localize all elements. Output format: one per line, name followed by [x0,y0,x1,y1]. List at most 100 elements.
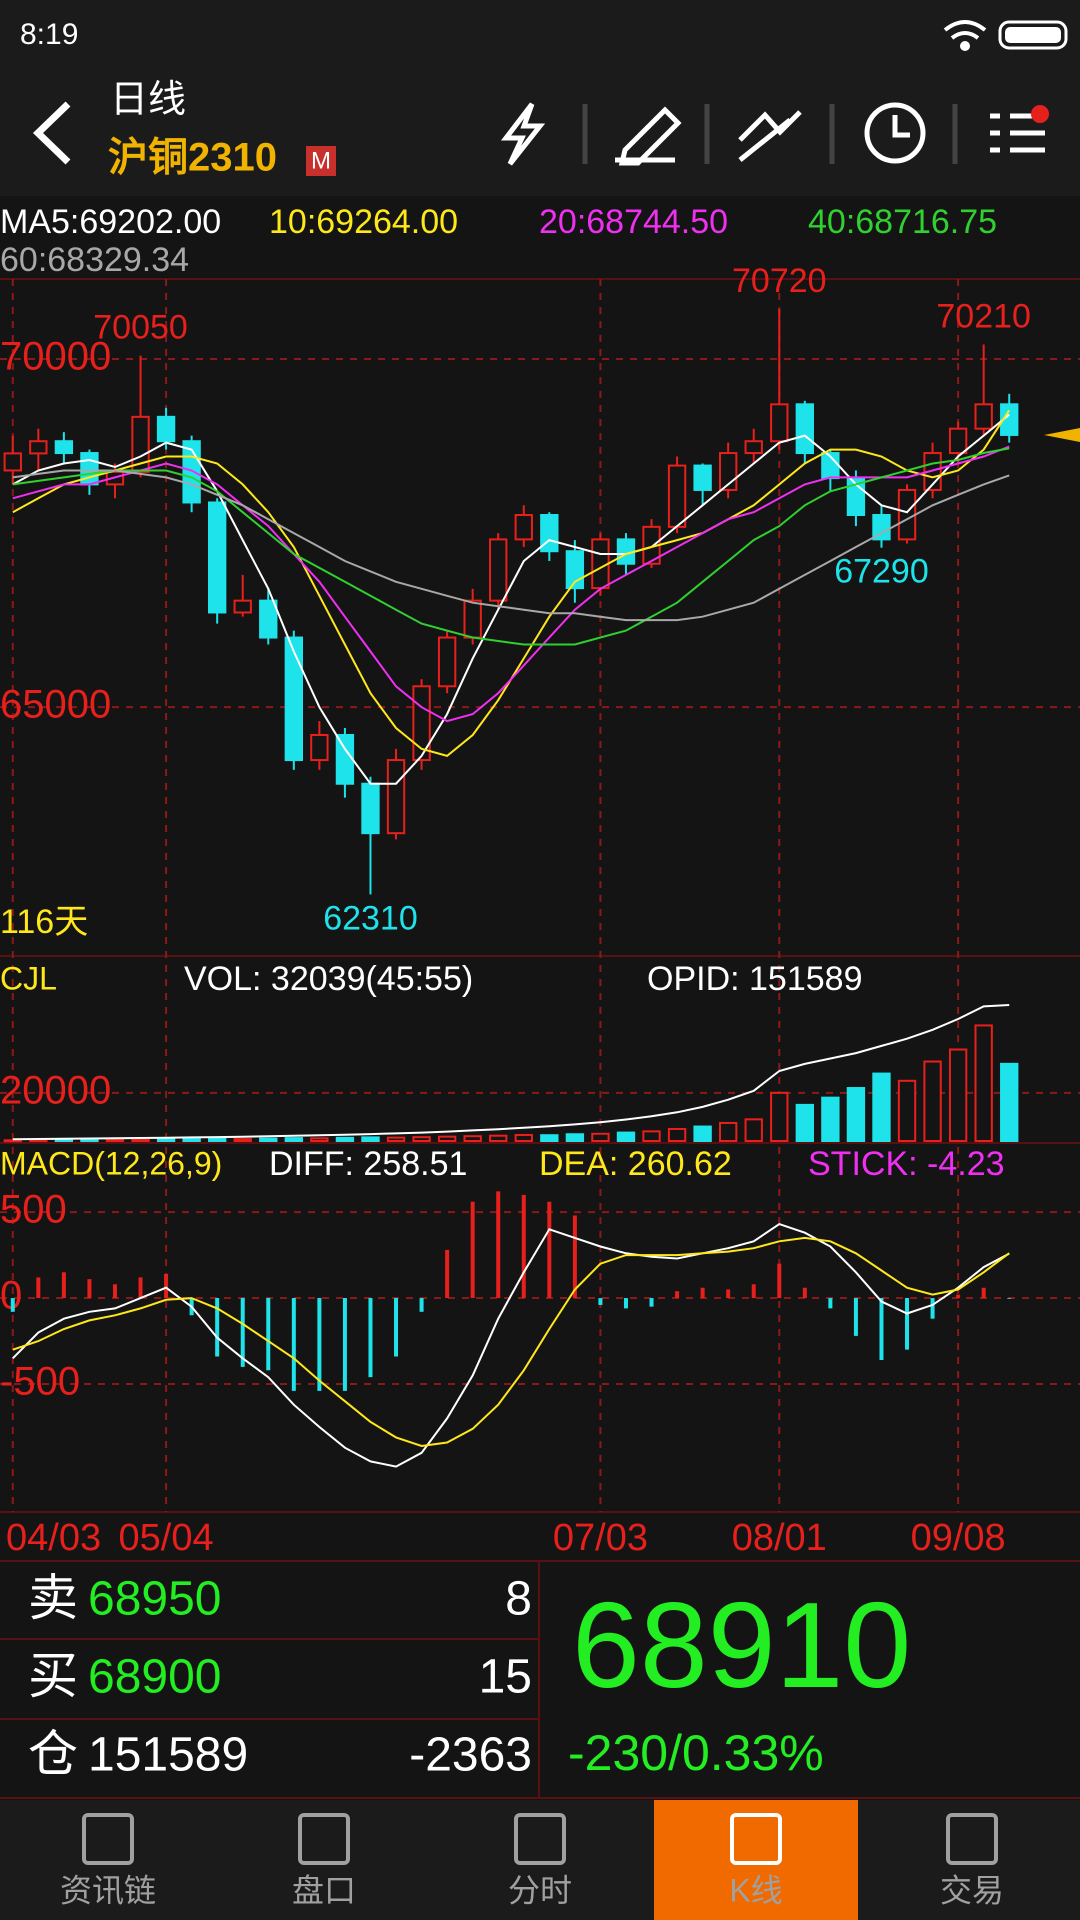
volume-bar [207,1137,227,1142]
volume-bar [259,1137,278,1143]
volume-bar [386,1136,406,1142]
legend-entry: DIFF: 258.51 [269,1145,467,1183]
candle-body [207,501,227,614]
candle-body [437,636,457,688]
x-tick-label: 07/03 [553,1517,648,1559]
tab-icon [730,1813,782,1865]
days-label: 116天 [0,903,88,941]
tab-label[interactable]: 交易 [940,1872,1004,1908]
y-tick-label: 0 [0,1274,22,1318]
wifi-icon [943,20,987,51]
bid-label: 买 [28,1648,78,1704]
volume-bar [335,1136,355,1143]
legend-entry: 10:69264.00 [269,203,458,241]
volume-bar [514,1133,533,1142]
draw-icon[interactable] [615,106,682,166]
tab-label[interactable]: 分时 [508,1872,572,1908]
x-tick-label: 09/08 [911,1517,1006,1559]
candle-body [897,488,917,541]
period: 日线 [110,79,186,121]
status-time: 8:19 [20,18,78,51]
tab-icon [946,1813,998,1865]
volume-bar [897,1079,917,1142]
legend-entry: DEA: 260.62 [539,1145,732,1183]
battery-level [1005,27,1061,43]
ask-price: 68950 [88,1573,221,1626]
volume-bar [3,1139,22,1143]
volume-bar [948,1048,968,1142]
legend-entry: 60:68329.34 [0,241,189,279]
extreme-label: 70720 [732,262,827,300]
price-change: -230/0.33% [568,1725,824,1781]
candle-body [335,734,355,785]
volume-bar [233,1138,252,1143]
price-marker [1044,427,1080,442]
tab-label[interactable]: K线 [729,1872,782,1908]
indicator-icon[interactable] [738,110,802,162]
ask-volume: 8 [505,1573,532,1626]
pane-title: CJL [0,960,57,996]
volume-bar [846,1087,866,1143]
volume-bar [974,1024,993,1142]
tab-icon [514,1813,566,1865]
status-bar [0,0,1080,70]
menu-icon[interactable] [990,113,1045,153]
extreme-label: 62310 [323,899,418,937]
bid-volume: 15 [479,1651,532,1704]
extreme-label: 70050 [93,309,188,347]
y-tick-label: -500 [0,1360,80,1404]
volume-bar [770,1091,789,1143]
candle-body [514,514,533,541]
oi-change: -2363 [409,1729,532,1782]
y-tick-label: 70000 [0,335,111,379]
oi-label: 仓 [28,1726,78,1782]
tab-label[interactable]: 资讯链 [60,1872,156,1908]
candle-body [463,599,482,639]
flash-icon[interactable] [500,102,546,166]
x-tick-label: 04/03 [6,1517,101,1559]
candle-body [361,782,380,835]
volume-bar [591,1132,610,1143]
tab-active-bg [654,1800,858,1920]
volume-bar [156,1138,176,1142]
candle-body [156,415,176,443]
extreme-label: 70210 [936,297,1031,335]
x-tick-label: 08/01 [732,1517,827,1559]
macd-line [12,1222,1010,1468]
y-tick-label: 500 [0,1188,67,1232]
pane-title: MACD(12,26,9) [0,1145,222,1181]
volume-bar [29,1139,48,1143]
clock-icon[interactable] [864,102,926,164]
x-tick-label: 05/04 [119,1517,214,1559]
legend-entry: MA5:69202.00 [0,203,221,241]
candle-body [259,599,278,639]
candle-body [795,403,815,455]
symbol[interactable]: 沪铜2310 [108,136,277,180]
tab-bar [0,1800,1080,1920]
back-button[interactable] [32,101,71,165]
candle-body [667,464,687,528]
tab-label[interactable]: 盘口 [292,1872,356,1908]
candle-body [29,440,48,455]
volume-bar [54,1138,74,1142]
candle-body [54,440,74,455]
menu-dot [1031,105,1049,123]
candle-body [3,452,22,472]
volume-bar [795,1103,815,1143]
tab-icon [82,1813,134,1865]
volume-bar [616,1131,636,1143]
volume-bar [923,1060,942,1142]
legend-entry: 40:68716.75 [808,203,997,241]
macd-line [12,1236,1010,1448]
battery-icon [998,20,1068,50]
volume-bar [80,1139,99,1143]
ma-line [12,445,1010,723]
badge [306,146,336,176]
volume-bar [744,1118,763,1143]
volume-bar [693,1125,712,1142]
volume-bar [361,1136,380,1143]
extreme-label: 67290 [834,553,929,591]
legend-entry: VOL: 32039(45:55) [184,960,473,998]
oi-value: 151589 [88,1729,248,1782]
candle-body [284,636,304,762]
